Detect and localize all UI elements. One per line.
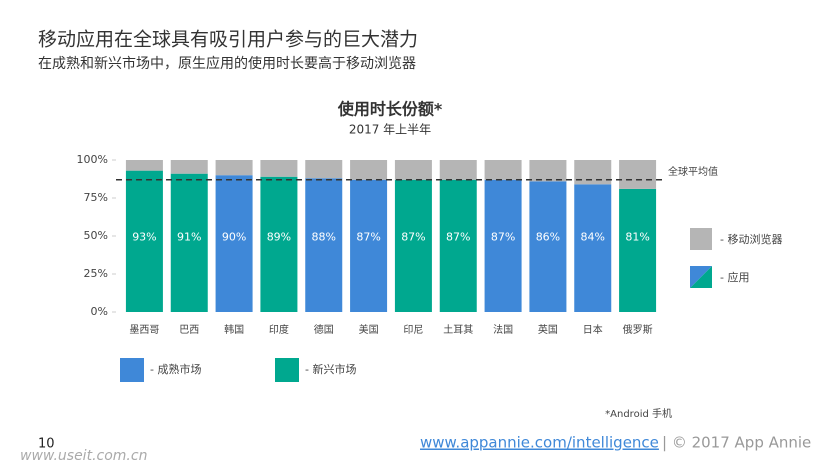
- x-tick-label: 土耳其: [443, 323, 473, 336]
- x-tick-label: 印度: [269, 323, 289, 336]
- bar-segment: [305, 160, 343, 179]
- legend-label: - 成熟市场: [150, 362, 201, 376]
- bar-segment: [619, 160, 657, 189]
- bar-segment: [125, 160, 163, 171]
- legend-swatch: [690, 266, 712, 288]
- bar-segment: [350, 160, 388, 180]
- x-tick-label: 德国: [314, 323, 334, 336]
- x-tick-label: 墨西哥: [129, 324, 159, 336]
- page-number: 10: [38, 437, 55, 452]
- bar-segment: [484, 160, 522, 180]
- bar-segment: [484, 179, 522, 312]
- bar-segment: [260, 160, 298, 177]
- bar-segment: [529, 181, 567, 312]
- bar-segment: [439, 160, 477, 180]
- footer-copyright: | © 2017 App Annie: [662, 434, 811, 452]
- bar-segment: [394, 160, 432, 180]
- data-label: 87%: [401, 231, 425, 244]
- legend-label: - 移动浏览器: [720, 232, 782, 246]
- legend-swatch: [690, 228, 712, 250]
- data-label: 87%: [491, 231, 515, 244]
- y-tick-label: 100%: [77, 153, 108, 166]
- page-title: 移动应用在全球具有吸引用户参与的巨大潜力: [38, 29, 418, 51]
- bar-segment: [170, 160, 208, 174]
- data-label: 87%: [446, 231, 470, 244]
- legend-swatch: [120, 358, 144, 382]
- legend-label: - 新兴市场: [305, 362, 356, 376]
- x-tick-label: 俄罗斯: [623, 323, 653, 336]
- average-label: 全球平均值: [668, 165, 718, 178]
- data-label: 86%: [536, 231, 560, 244]
- y-tick-label: 25%: [84, 267, 108, 280]
- bar-segment: [350, 179, 388, 312]
- bar-segment: [439, 179, 477, 312]
- y-tick-label: 75%: [84, 191, 108, 204]
- data-label: 84%: [581, 231, 605, 244]
- x-tick-label: 韩国: [224, 323, 244, 336]
- x-tick-label: 巴西: [179, 324, 199, 336]
- x-tick-label: 法国: [493, 323, 513, 336]
- bar-segment: [529, 160, 567, 182]
- x-tick-label: 美国: [359, 323, 379, 336]
- bar-segment: [215, 160, 253, 176]
- data-label: 81%: [625, 231, 649, 244]
- data-label: 93%: [132, 231, 156, 244]
- data-label: 89%: [267, 231, 291, 244]
- footer-url[interactable]: www.appannie.com/intelligence: [420, 434, 659, 452]
- page-subtitle: 在成熟和新兴市场中，原生应用的使用时长要高于移动浏览器: [38, 55, 416, 72]
- bar-segment: [305, 178, 343, 312]
- bar-segment: [574, 160, 612, 185]
- legend-label: - 应用: [720, 270, 749, 284]
- data-label: 88%: [312, 231, 336, 244]
- chart-title: 使用时长份额*: [337, 100, 443, 119]
- data-label: 87%: [356, 231, 380, 244]
- bar-segment: [170, 173, 208, 312]
- y-tick-label: 50%: [84, 229, 108, 242]
- chart-subtitle: 2017 年上半年: [349, 123, 431, 137]
- bar-segment: [125, 170, 163, 312]
- legend-swatch: [275, 358, 299, 382]
- x-tick-label: 印尼: [403, 324, 423, 336]
- y-tick-label: 0%: [91, 305, 108, 318]
- x-tick-label: 英国: [538, 323, 558, 336]
- bar-segment: [574, 184, 612, 312]
- watermark: www.useit.com.cn: [20, 448, 147, 464]
- bar-segment: [394, 179, 432, 312]
- data-label: 91%: [177, 231, 201, 244]
- bar-segment: [260, 176, 298, 312]
- x-tick-label: 日本: [583, 323, 603, 336]
- bar-segment: [619, 188, 657, 312]
- data-label: 90%: [222, 231, 246, 244]
- footnote: *Android 手机: [605, 407, 672, 420]
- bar-segment: [215, 175, 253, 312]
